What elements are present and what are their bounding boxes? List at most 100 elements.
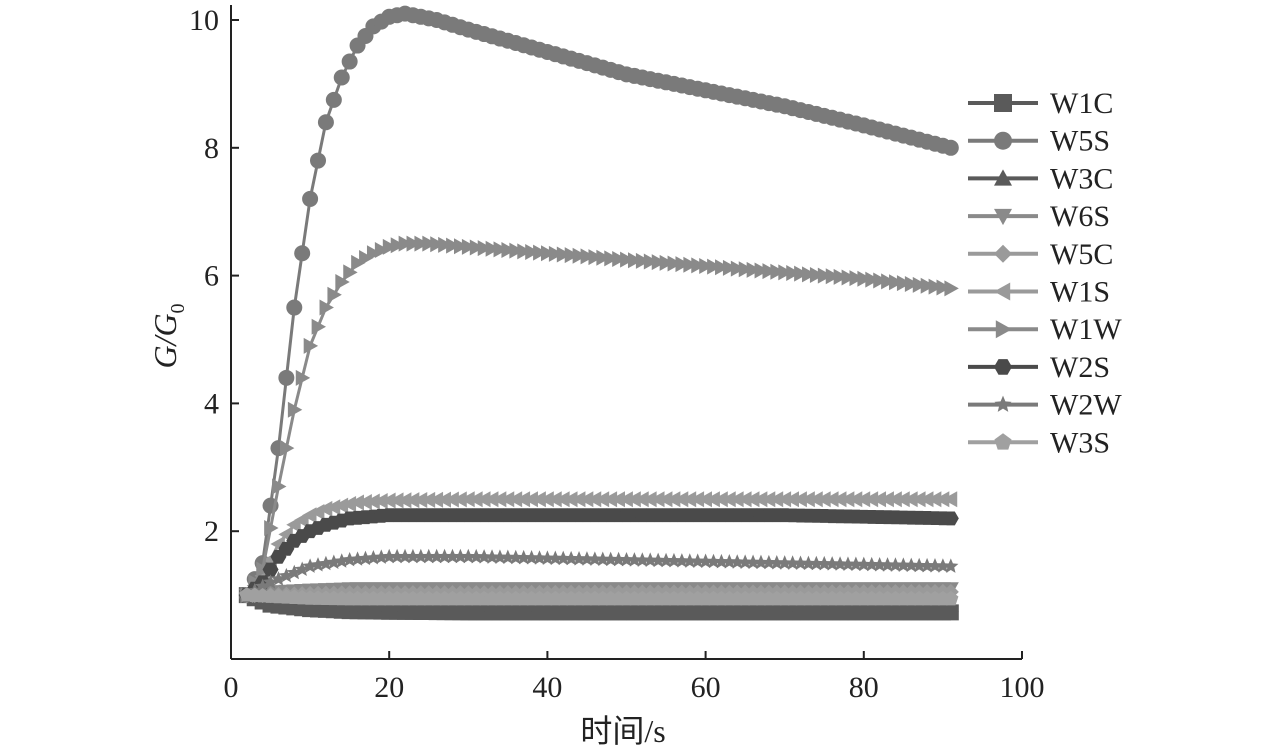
data-point — [468, 491, 483, 508]
data-point — [746, 261, 762, 278]
x-axis-title: 时间/s — [580, 713, 665, 749]
data-point — [317, 500, 333, 517]
data-point — [412, 492, 428, 509]
data-point — [715, 259, 730, 276]
data-point — [658, 491, 673, 508]
series-w3s — [239, 587, 959, 606]
data-point — [612, 250, 627, 267]
data-point — [872, 556, 888, 572]
data-point — [626, 491, 641, 508]
data-point — [572, 247, 588, 264]
data-point — [578, 491, 594, 508]
series-markers — [239, 548, 959, 602]
data-point — [311, 318, 327, 335]
legend-label: W2W — [1050, 389, 1122, 422]
data-point — [373, 493, 388, 510]
legend-label: W1C — [1050, 87, 1113, 120]
data-point — [832, 556, 848, 571]
data-point — [895, 557, 911, 572]
data-point — [944, 280, 959, 297]
data-point — [333, 69, 350, 86]
data-point — [942, 511, 959, 526]
data-point — [824, 556, 840, 571]
legend-label: W3S — [1050, 426, 1110, 459]
data-point — [588, 249, 603, 266]
data-point — [262, 562, 279, 577]
data-point — [761, 554, 777, 570]
data-point — [492, 549, 508, 564]
data-point — [389, 492, 404, 509]
series-markers — [238, 508, 959, 603]
data-point — [658, 552, 674, 568]
data-point — [563, 491, 578, 508]
data-point — [341, 53, 358, 70]
data-point — [373, 549, 389, 564]
data-point — [754, 262, 769, 279]
data-point — [468, 548, 484, 564]
data-point — [264, 520, 279, 537]
data-point — [650, 552, 666, 568]
legend-item-w3s: W3S — [968, 426, 1110, 459]
data-point — [634, 552, 650, 567]
data-point — [523, 491, 538, 508]
y-axis-title: G/G0 — [147, 303, 189, 368]
legend-label: W6S — [1050, 200, 1110, 233]
data-point — [351, 254, 366, 271]
data-point — [808, 491, 823, 508]
data-point — [856, 556, 872, 572]
data-point — [675, 256, 690, 273]
data-point — [642, 552, 658, 567]
data-point — [452, 491, 467, 508]
data-point — [444, 491, 459, 508]
legend-item-w1w: W1W — [968, 313, 1122, 346]
data-point — [705, 491, 720, 508]
data-point — [705, 553, 722, 569]
data-point — [785, 555, 801, 570]
data-point — [681, 491, 697, 508]
series-markers — [240, 235, 959, 604]
data-point — [563, 550, 579, 566]
x-tick-label: 80 — [849, 671, 879, 704]
data-point — [683, 256, 698, 273]
data-point — [317, 114, 334, 131]
data-point — [871, 491, 887, 508]
data-point — [713, 553, 730, 569]
data-point — [310, 152, 327, 169]
data-point — [881, 273, 896, 290]
data-point — [357, 550, 374, 566]
x-tick-label: 100 — [1000, 671, 1045, 704]
data-point — [943, 590, 959, 606]
data-point — [825, 268, 841, 285]
data-point — [587, 551, 603, 566]
data-point — [809, 266, 825, 283]
x-tick-label: 40 — [532, 671, 562, 704]
data-point — [547, 491, 562, 508]
data-point — [635, 252, 651, 269]
data-point — [792, 555, 809, 570]
data-point — [848, 556, 864, 571]
data-point — [531, 550, 548, 565]
data-point — [294, 245, 311, 262]
y-tick-label: 2 — [204, 515, 219, 548]
legend-item-w6s: W6S — [968, 200, 1110, 233]
data-point — [934, 491, 950, 508]
data-point — [438, 236, 453, 253]
data-point — [303, 337, 319, 354]
series-markers — [238, 5, 959, 604]
legend-item-w2s: W2S — [968, 351, 1110, 384]
data-point — [689, 491, 705, 508]
data-point — [453, 238, 469, 255]
data-point — [792, 491, 807, 508]
data-point — [272, 478, 287, 495]
data-point — [904, 276, 920, 293]
data-point — [737, 491, 752, 508]
data-point — [794, 265, 809, 282]
legend-marker — [994, 244, 1012, 263]
data-point — [327, 286, 342, 303]
data-point — [927, 558, 943, 573]
data-point — [436, 548, 453, 564]
data-point — [501, 242, 516, 259]
data-point — [722, 259, 738, 276]
data-point — [499, 491, 515, 508]
data-point — [548, 245, 564, 262]
